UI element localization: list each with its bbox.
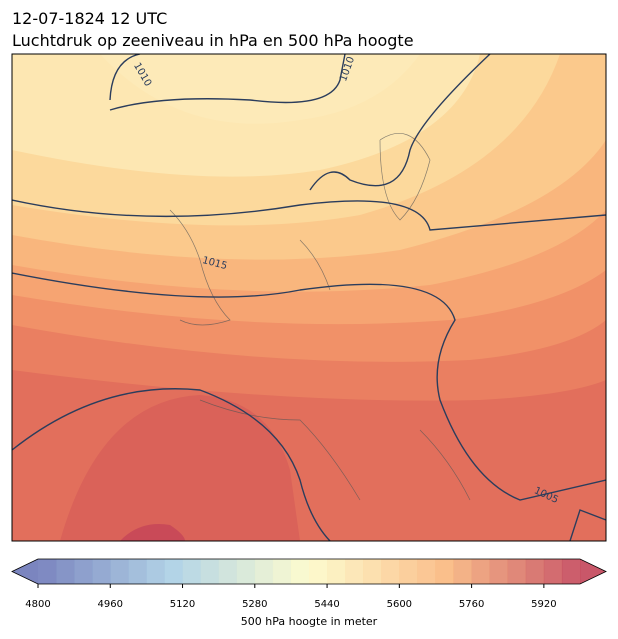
colorbar-segment xyxy=(327,559,346,584)
colorbar-segment xyxy=(200,559,219,584)
colorbar-segment xyxy=(146,559,165,584)
colorbar-segment xyxy=(309,559,328,584)
colorbar-tick-label: 5600 xyxy=(387,599,412,610)
colorbar-segment xyxy=(290,559,310,584)
colorbar: 4800 4960 5120 5280 5440 5600 5760 5920 xyxy=(11,558,607,610)
colorbar-segment xyxy=(74,559,93,584)
colorbar-segment xyxy=(417,559,436,584)
colorbar-segment xyxy=(56,559,75,584)
colorbar-segment xyxy=(489,559,509,584)
map-frame xyxy=(11,53,607,542)
colorbar-label: 500 hPa hoogte in meter xyxy=(241,615,378,628)
title: 12-07-1824 12 UTC xyxy=(12,9,167,28)
colorbar-segment xyxy=(182,559,201,584)
colorbar-tick-label: 4960 xyxy=(98,599,123,610)
colorbar-tick-label: 5280 xyxy=(242,599,267,610)
colorbar-segment xyxy=(363,559,382,584)
colorbar-tick-label: 5120 xyxy=(170,599,195,610)
colorbar-segment xyxy=(471,559,490,584)
colorbar-segment xyxy=(507,559,527,584)
colorbar-segment xyxy=(38,559,57,584)
colorbar-tick-label: 4800 xyxy=(25,599,50,610)
colorbar-segment xyxy=(254,559,274,584)
colorbar-segment xyxy=(164,559,183,584)
colorbar-extend-high xyxy=(580,559,606,584)
map: 1010 1010 1015 1005 xyxy=(12,54,606,541)
colorbar-segment xyxy=(236,559,256,584)
colorbar-segment xyxy=(110,559,129,584)
colorbar-tick-label: 5760 xyxy=(459,599,484,610)
colorbar-tick-label: 5440 xyxy=(314,599,339,610)
colorbar-segment xyxy=(399,559,418,584)
colorbar-extend-low xyxy=(12,559,38,584)
colorbar-segment xyxy=(272,559,292,584)
colorbar-segment xyxy=(345,559,364,584)
colorbar-outline xyxy=(11,558,607,585)
colorbar-segment xyxy=(453,559,472,584)
colorbar-segment xyxy=(381,559,400,584)
colorbar-segment xyxy=(543,559,563,584)
colorbar-segment xyxy=(435,559,454,584)
colorbar-segment xyxy=(92,559,111,584)
colorbar-segment xyxy=(218,559,238,584)
colorbar-segment xyxy=(128,559,147,584)
colorbar-segment xyxy=(525,559,545,584)
colorbar-tick-label: 5920 xyxy=(531,599,556,610)
subtitle: Luchtdruk op zeeniveau in hPa en 500 hPa… xyxy=(12,31,414,50)
colorbar-segment xyxy=(561,559,581,584)
